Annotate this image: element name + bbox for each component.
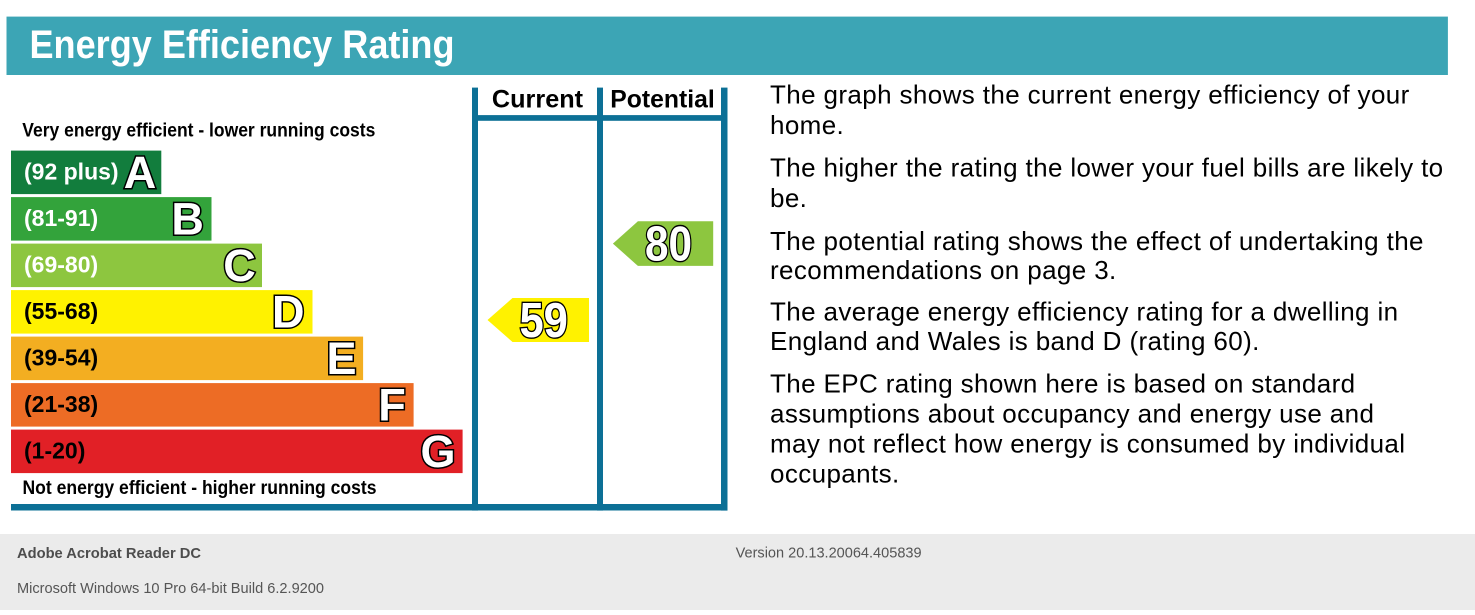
svg-text:80: 80 bbox=[645, 218, 692, 272]
svg-text:D: D bbox=[272, 287, 305, 338]
svg-text:(92 plus): (92 plus) bbox=[24, 158, 119, 184]
svg-text:59: 59 bbox=[519, 294, 568, 348]
svg-text:F: F bbox=[378, 380, 406, 431]
svg-text:be.: be. bbox=[770, 183, 807, 213]
svg-text:C: C bbox=[223, 240, 256, 291]
svg-text:(55-68): (55-68) bbox=[24, 298, 98, 324]
svg-text:occupants.: occupants. bbox=[770, 459, 900, 489]
svg-text:The higher the rating the lowe: The higher the rating the lower your fue… bbox=[770, 153, 1444, 183]
svg-text:England and Wales is band D (r: England and Wales is band D (rating 60). bbox=[770, 326, 1260, 356]
svg-text:(1-20): (1-20) bbox=[24, 437, 85, 463]
svg-text:Very energy efficient - lower: Very energy efficient - lower running co… bbox=[22, 121, 375, 142]
svg-text:(39-54): (39-54) bbox=[24, 344, 98, 370]
svg-text:Current: Current bbox=[492, 86, 584, 114]
svg-text:recommendations on page 3.: recommendations on page 3. bbox=[770, 255, 1117, 285]
svg-text:Version 20.13.20064.405839: Version 20.13.20064.405839 bbox=[736, 545, 922, 562]
svg-text:The EPC rating shown here is b: The EPC rating shown here is based on st… bbox=[770, 368, 1355, 398]
svg-text:E: E bbox=[326, 333, 356, 384]
svg-text:Not energy efficient - higher: Not energy efficient - higher running co… bbox=[23, 478, 377, 499]
svg-text:(21-38): (21-38) bbox=[24, 391, 98, 417]
svg-text:(81-91): (81-91) bbox=[24, 205, 98, 231]
svg-text:Microsoft Windows 10 Pro 64-bi: Microsoft Windows 10 Pro 64-bit Build 6.… bbox=[17, 580, 324, 597]
svg-text:home.: home. bbox=[770, 110, 844, 140]
svg-text:The graph shows the current en: The graph shows the current energy effic… bbox=[770, 80, 1410, 110]
svg-text:B: B bbox=[171, 194, 204, 245]
svg-text:The average energy efficiency: The average energy efficiency rating for… bbox=[770, 297, 1399, 327]
svg-text:assumptions about occupancy an: assumptions about occupancy and energy u… bbox=[770, 398, 1374, 428]
svg-text:G: G bbox=[420, 426, 455, 477]
svg-text:Energy Efficiency Rating: Energy Efficiency Rating bbox=[30, 23, 455, 67]
svg-text:A: A bbox=[124, 147, 157, 198]
svg-text:The potential rating shows the: The potential rating shows the effect of… bbox=[770, 226, 1424, 256]
svg-text:may not reflect how energy is: may not reflect how energy is consumed b… bbox=[770, 429, 1405, 459]
svg-text:Potential: Potential bbox=[610, 86, 714, 114]
svg-text:(69-80): (69-80) bbox=[24, 251, 98, 277]
svg-text:Adobe Acrobat Reader DC: Adobe Acrobat Reader DC bbox=[17, 545, 201, 562]
